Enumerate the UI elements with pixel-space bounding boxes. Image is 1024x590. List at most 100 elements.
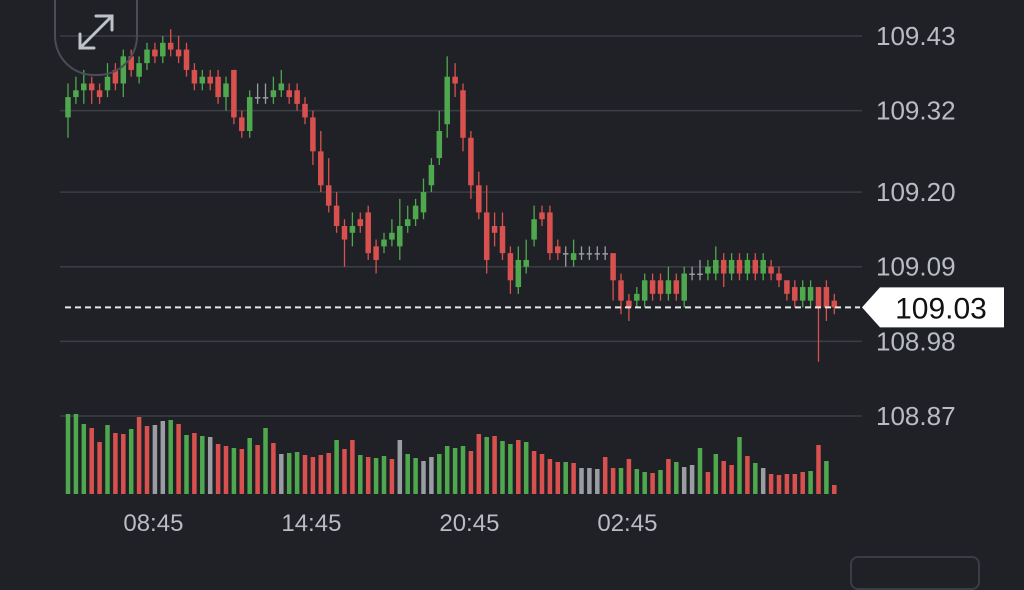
candle-body — [697, 273, 703, 275]
volume-bar — [760, 468, 766, 494]
volume-bar — [460, 446, 466, 494]
candle-body — [278, 83, 285, 91]
expand-icon — [78, 14, 114, 50]
volume-bar — [365, 457, 371, 494]
volume-bar — [215, 444, 221, 494]
candle-body — [436, 131, 443, 159]
current-price-tag: 109.03 — [862, 287, 1004, 328]
y-tick-label: 109.43 — [876, 21, 956, 51]
candle-body — [341, 226, 348, 240]
candle-body — [160, 42, 166, 57]
candle-body — [136, 63, 142, 77]
volume-bar — [571, 463, 576, 494]
volume-bar — [105, 425, 110, 494]
candle-body — [720, 259, 727, 274]
candle-body — [515, 259, 522, 288]
candle-body — [239, 117, 245, 131]
y-tick-label: 109.09 — [876, 252, 956, 282]
volume-bar — [547, 459, 553, 494]
candle-body — [420, 192, 427, 213]
volume-bar — [681, 467, 687, 494]
candle-body — [286, 90, 292, 98]
volume-bar — [618, 468, 624, 494]
volume-bar — [508, 444, 513, 494]
volume-bar — [144, 426, 150, 494]
volume-bar — [192, 433, 197, 494]
candle-body — [578, 253, 585, 255]
candle-body — [349, 226, 356, 233]
x-tick-label: 20:45 — [439, 510, 499, 537]
x-tick-label: 08:45 — [123, 510, 183, 537]
candle-body — [815, 287, 822, 308]
candle-body — [744, 259, 751, 274]
candle-body — [768, 266, 774, 274]
candle-body — [270, 90, 277, 98]
candle-body — [104, 76, 111, 91]
volume-bar — [555, 462, 561, 494]
volume-bar — [800, 472, 805, 494]
candle-body — [555, 246, 561, 254]
volume-bar — [200, 436, 205, 494]
candle-body — [199, 76, 206, 84]
candle-body — [73, 90, 79, 98]
volume-bar — [642, 472, 647, 494]
candle-body — [144, 49, 150, 64]
candle-body — [760, 259, 766, 274]
volume-bar — [824, 461, 829, 494]
candle-body — [452, 76, 458, 84]
bottom-control-button[interactable] — [850, 556, 980, 590]
volume-bar — [97, 442, 102, 494]
volume-bar — [626, 459, 632, 494]
volume-bar — [776, 475, 782, 494]
volume-bar — [350, 440, 355, 494]
candle-body — [152, 49, 158, 57]
candle-body — [823, 287, 830, 308]
candle-body — [491, 226, 498, 233]
volume-bar — [279, 454, 284, 494]
candle-body — [389, 232, 395, 240]
candle-body — [96, 90, 103, 98]
volume-bar — [484, 437, 489, 494]
volume-bar — [389, 459, 395, 494]
candle-body — [507, 253, 514, 281]
volume-bar — [808, 471, 813, 494]
volume-bar — [405, 454, 410, 494]
candle-body — [207, 76, 213, 84]
volume-bar — [713, 454, 719, 494]
y-axis-ticks: 109.43 109.32 109.20 109.09 108.98 108.87 — [876, 21, 956, 431]
expand-chart-button[interactable] — [54, 0, 138, 76]
candle-body — [562, 253, 569, 255]
volume-bar — [563, 462, 568, 494]
candle-body — [128, 56, 134, 70]
volume-bar — [176, 424, 181, 494]
volume-bar — [310, 457, 316, 494]
candle-body — [476, 185, 482, 213]
volume-bar — [207, 437, 213, 494]
candles — [65, 29, 838, 362]
candle-body — [689, 273, 695, 275]
candle-body — [499, 226, 506, 254]
volume-bar — [342, 449, 347, 494]
current-price-label: 109.03 — [895, 292, 987, 325]
volume-bar — [421, 461, 426, 494]
volume-bar — [247, 438, 252, 494]
candle-body — [294, 90, 300, 104]
candle-body — [112, 69, 119, 84]
candle-body — [333, 205, 340, 226]
candle-body — [807, 287, 814, 301]
candle-body — [373, 246, 379, 260]
candle-body — [88, 83, 95, 91]
volume-bar — [595, 469, 600, 494]
candle-body — [539, 212, 545, 220]
volume-bar — [381, 456, 387, 494]
volume-bar — [413, 458, 418, 494]
volume-bar — [263, 428, 268, 494]
candle-body — [792, 287, 798, 301]
candle-body — [705, 266, 711, 274]
volume-bar — [65, 414, 71, 494]
volume-bar — [523, 442, 529, 494]
candle-body — [191, 69, 198, 84]
volume-bar — [753, 463, 758, 494]
x-tick-label: 02:45 — [597, 510, 657, 537]
y-tick-label: 108.87 — [876, 401, 956, 431]
